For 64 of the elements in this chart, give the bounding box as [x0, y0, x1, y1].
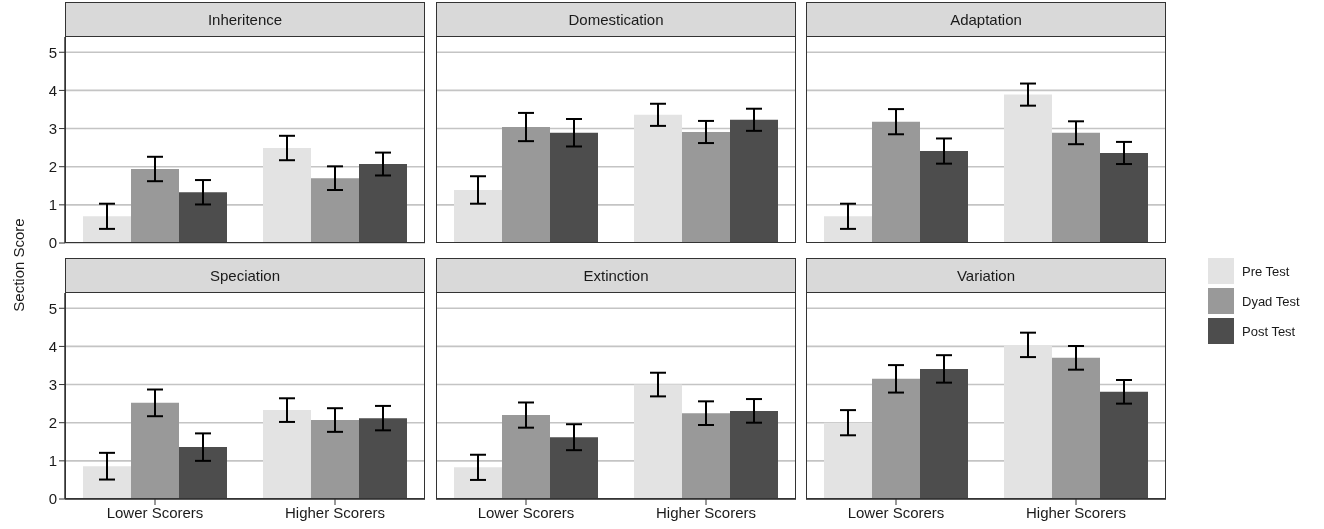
chart-title: Variation: [806, 258, 1166, 293]
y-tick-label: 3: [48, 375, 57, 393]
x-tick-label: Lower Scorers: [477, 503, 575, 521]
bar: [179, 447, 227, 499]
bar: [872, 121, 920, 243]
bar: [824, 422, 872, 499]
bar: [502, 415, 550, 499]
bar: [550, 437, 598, 499]
bar: [634, 114, 682, 243]
bar: [920, 368, 968, 499]
bar: [311, 178, 359, 243]
bar: [682, 413, 730, 499]
chart-title: Extinction: [436, 258, 796, 293]
bar: [550, 132, 598, 243]
chart-title: Domestication: [436, 2, 796, 37]
y-axis-title: Section Score: [9, 218, 27, 312]
chart-title: Adaptation: [806, 2, 1166, 37]
x-tick-label: Higher Scorers: [655, 503, 757, 521]
bar: [359, 164, 407, 243]
bar: [730, 410, 778, 499]
x-tick-label: Lower Scorers: [847, 503, 945, 521]
bar: [1100, 391, 1148, 499]
bar: [824, 216, 872, 243]
y-tick-label: 0: [48, 234, 57, 252]
chart-title: Inheritence: [65, 2, 425, 37]
y-tick-label: 2: [48, 414, 57, 432]
y-tick-label: 4: [48, 337, 57, 355]
bar: [83, 466, 131, 499]
legend-label: Dyad Test: [1242, 293, 1300, 309]
y-tick-label: 4: [48, 81, 57, 99]
bar: [179, 192, 227, 243]
bar: [634, 384, 682, 499]
chart-title: Speciation: [65, 258, 425, 293]
y-tick-label: 3: [48, 119, 57, 137]
x-tick-label: Lower Scorers: [106, 503, 204, 521]
bar: [1100, 152, 1148, 243]
x-tick-label: Higher Scorers: [284, 503, 386, 521]
bar: [454, 467, 502, 499]
y-tick-label: 5: [48, 299, 57, 317]
bar: [920, 151, 968, 243]
bar: [1004, 94, 1052, 243]
bar: [1052, 132, 1100, 243]
bar: [730, 119, 778, 243]
y-tick-label: 5: [48, 43, 57, 61]
bar: [263, 410, 311, 499]
bar: [502, 127, 550, 243]
y-tick-label: 2: [48, 158, 57, 176]
y-tick-label: 1: [48, 196, 57, 214]
bar: [1052, 357, 1100, 499]
legend-label: Post Test: [1242, 323, 1296, 339]
bar: [263, 148, 311, 243]
bar: [682, 131, 730, 243]
bar: [1004, 344, 1052, 499]
bar: [131, 168, 179, 243]
bar: [359, 418, 407, 499]
bar: [311, 420, 359, 499]
bar: [454, 189, 502, 243]
y-tick-label: 0: [48, 490, 57, 508]
bar: [83, 216, 131, 243]
y-tick-label: 1: [48, 452, 57, 470]
x-tick-label: Higher Scorers: [1025, 503, 1127, 521]
legend-label: Pre Test: [1242, 263, 1290, 279]
bar: [131, 402, 179, 499]
bar: [872, 378, 920, 499]
